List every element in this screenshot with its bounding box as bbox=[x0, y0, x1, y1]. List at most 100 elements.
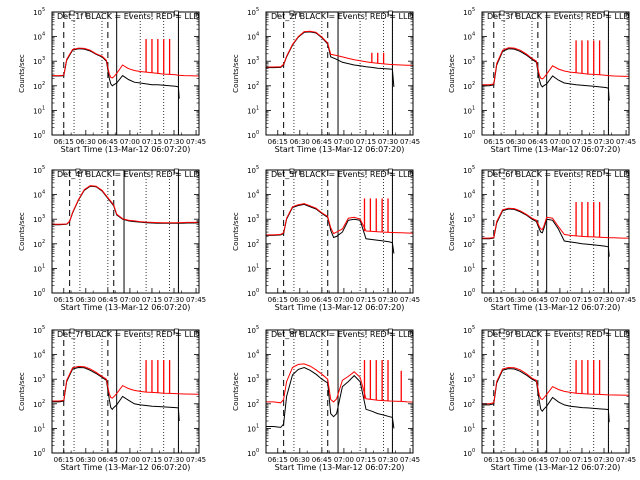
y-tick-label: 10 5 bbox=[463, 325, 475, 335]
time-marker-square bbox=[499, 10, 505, 16]
time-marker-square bbox=[69, 10, 75, 16]
y-tick-label: 10 4 bbox=[247, 350, 259, 360]
panel-title: Det_8f BLACK = Events, RED = LLD bbox=[271, 330, 414, 339]
y-tick-exponent: 2 bbox=[472, 399, 475, 405]
y-tick-base: 10 bbox=[33, 132, 42, 140]
y-tick-label: 10 0 bbox=[463, 448, 475, 458]
x-tick-label: 07:30 bbox=[594, 138, 614, 146]
series-lld-line bbox=[266, 363, 414, 404]
y-tick-base: 10 bbox=[33, 265, 42, 273]
x-tick-label: 06:30 bbox=[290, 138, 310, 146]
y-axis-label: Counts/sec bbox=[232, 54, 240, 93]
series-events-line bbox=[266, 366, 395, 429]
y-tick-base: 10 bbox=[33, 450, 42, 458]
x-tick-label: 07:00 bbox=[120, 296, 140, 304]
y-tick-exponent: 2 bbox=[256, 239, 259, 245]
x-tick-label: 06:15 bbox=[484, 296, 504, 304]
time-marker-square bbox=[174, 168, 179, 174]
y-tick-exponent: 4 bbox=[42, 350, 45, 356]
y-tick-base: 10 bbox=[463, 83, 472, 91]
y-axis-label: Counts/sec bbox=[448, 372, 456, 411]
y-tick-exponent: 2 bbox=[42, 81, 45, 87]
time-marker-square bbox=[69, 328, 75, 334]
y-tick-exponent: 1 bbox=[256, 263, 259, 269]
y-tick-base: 10 bbox=[33, 241, 42, 249]
y-tick-exponent: 0 bbox=[42, 448, 45, 454]
y-tick-label: 10 2 bbox=[33, 399, 45, 409]
y-tick-base: 10 bbox=[463, 9, 472, 17]
y-tick-base: 10 bbox=[463, 290, 472, 298]
y-tick-base: 10 bbox=[247, 241, 256, 249]
y-tick-base: 10 bbox=[247, 132, 256, 140]
x-axis-label: Start Time (13-Mar-12 06:07:20) bbox=[275, 303, 405, 312]
time-marker-square bbox=[289, 328, 295, 334]
y-tick-base: 10 bbox=[33, 58, 42, 66]
x-tick-label: 06:45 bbox=[312, 456, 332, 464]
y-tick-base: 10 bbox=[463, 216, 472, 224]
x-tick-label: 07:30 bbox=[164, 296, 184, 304]
x-axis-label: Start Time (13-Mar-12 06:07:20) bbox=[491, 463, 621, 472]
x-tick-label: 07:45 bbox=[186, 456, 206, 464]
y-tick-exponent: 3 bbox=[256, 374, 259, 380]
y-tick-base: 10 bbox=[247, 107, 256, 115]
y-tick-exponent: 0 bbox=[256, 130, 259, 136]
x-tick-label: 07:45 bbox=[616, 138, 636, 146]
y-tick-label: 10 1 bbox=[247, 423, 259, 433]
x-tick-label: 07:45 bbox=[400, 456, 420, 464]
series-events-line bbox=[52, 366, 180, 422]
y-tick-exponent: 4 bbox=[472, 32, 475, 38]
x-tick-label: 06:15 bbox=[484, 456, 504, 464]
y-tick-base: 10 bbox=[33, 167, 42, 175]
x-tick-label: 07:15 bbox=[142, 456, 162, 464]
y-tick-base: 10 bbox=[463, 327, 472, 335]
y-tick-exponent: 1 bbox=[256, 423, 259, 429]
y-tick-label: 10 4 bbox=[463, 190, 475, 200]
y-axis-label: Counts/sec bbox=[18, 372, 26, 411]
x-tick-label: 07:30 bbox=[164, 456, 184, 464]
time-marker-square bbox=[604, 10, 609, 16]
y-tick-label: 10 3 bbox=[463, 214, 475, 224]
y-tick-base: 10 bbox=[463, 450, 472, 458]
y-tick-label: 10 1 bbox=[463, 105, 475, 115]
y-tick-base: 10 bbox=[463, 34, 472, 42]
y-tick-exponent: 3 bbox=[42, 56, 45, 62]
x-axis-label: Start Time (13-Mar-12 06:07:20) bbox=[275, 463, 405, 472]
y-tick-exponent: 1 bbox=[42, 423, 45, 429]
y-tick-label: 10 1 bbox=[33, 263, 45, 273]
y-tick-label: 10 0 bbox=[463, 288, 475, 298]
y-tick-base: 10 bbox=[247, 376, 256, 384]
series-events-line bbox=[266, 203, 395, 254]
y-tick-label: 10 4 bbox=[247, 190, 259, 200]
series-lld-line bbox=[482, 366, 630, 405]
y-tick-base: 10 bbox=[463, 376, 472, 384]
y-tick-label: 10 0 bbox=[247, 448, 259, 458]
panel-title: Det_6f BLACK = Events, RED = LLD bbox=[487, 170, 630, 179]
plot-frame bbox=[51, 11, 200, 136]
panel-title: Det_4f BLACK = Events, RED = LLD bbox=[57, 170, 200, 179]
y-tick-label: 10 4 bbox=[463, 32, 475, 42]
series-lld-line bbox=[482, 207, 629, 239]
y-tick-exponent: 4 bbox=[472, 350, 475, 356]
y-tick-exponent: 4 bbox=[256, 350, 259, 356]
plot-frame bbox=[265, 11, 414, 136]
x-tick-label: 07:45 bbox=[186, 138, 206, 146]
y-tick-label: 10 3 bbox=[247, 214, 259, 224]
x-tick-label: 07:15 bbox=[142, 138, 162, 146]
panel-title: Det_7f BLACK = Events, RED = LLD bbox=[57, 330, 200, 339]
series-lld-line bbox=[482, 47, 630, 86]
y-tick-base: 10 bbox=[463, 132, 472, 140]
panel-title: Det_9f BLACK = Events, RED = LLD bbox=[487, 330, 630, 339]
y-tick-exponent: 2 bbox=[42, 399, 45, 405]
y-tick-base: 10 bbox=[33, 83, 42, 91]
x-axis-label: Start Time (13-Mar-12 06:07:20) bbox=[491, 303, 621, 312]
x-tick-label: 07:15 bbox=[572, 296, 592, 304]
y-tick-label: 10 1 bbox=[463, 423, 475, 433]
y-tick-exponent: 1 bbox=[472, 105, 475, 111]
y-tick-base: 10 bbox=[33, 107, 42, 115]
